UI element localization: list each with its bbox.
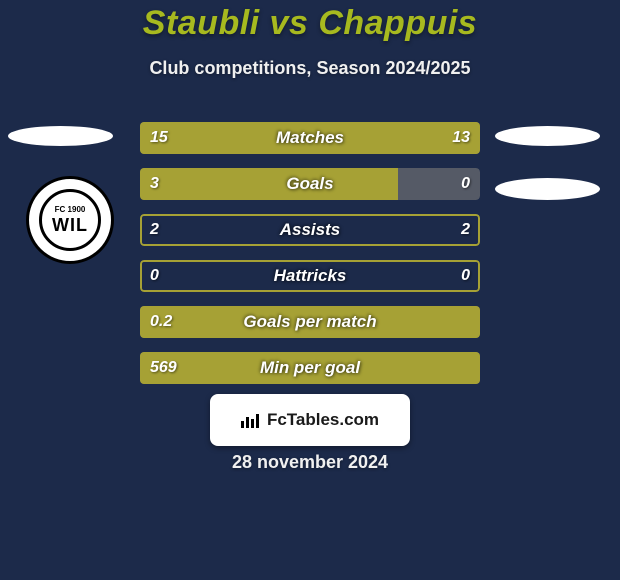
stat-value-right: 0 <box>461 260 470 292</box>
stat-value-left: 2 <box>150 214 159 246</box>
stat-row-left-fill <box>140 168 398 200</box>
comparison-bars: 1513Matches30Goals22Assists00Hattricks0.… <box>140 122 480 398</box>
stat-value-left: 569 <box>150 352 177 384</box>
stat-row-track <box>140 214 480 246</box>
stat-value-left: 0 <box>150 260 159 292</box>
stat-value-left: 15 <box>150 122 168 154</box>
player-left-club-logo: FC 1900 WIL <box>26 176 114 264</box>
stat-row: 22Assists <box>140 214 480 246</box>
player-right-badge-ellipse-2 <box>495 178 600 200</box>
stat-value-right: 0 <box>461 168 470 200</box>
stat-row-track <box>140 260 480 292</box>
player-left-badge-ellipse <box>8 126 113 146</box>
stat-row-left-fill <box>140 352 480 384</box>
player-right-badge-ellipse-1 <box>495 126 600 146</box>
page-title: Staubli vs Chappuis <box>0 4 620 43</box>
stat-value-left: 0.2 <box>150 306 172 338</box>
stat-row: 00Hattricks <box>140 260 480 292</box>
stat-row: 30Goals <box>140 168 480 200</box>
club-logo-text-main: WIL <box>52 216 88 234</box>
comparison-infographic: Staubli vs Chappuis Club competitions, S… <box>0 0 620 580</box>
footer-brand-text: FcTables.com <box>267 410 379 430</box>
stat-value-right: 2 <box>461 214 470 246</box>
page-subtitle: Club competitions, Season 2024/2025 <box>0 58 620 79</box>
stat-value-left: 3 <box>150 168 159 200</box>
stat-value-right: 13 <box>452 122 470 154</box>
stat-row: 1513Matches <box>140 122 480 154</box>
stat-row-left-fill <box>140 306 480 338</box>
club-logo-inner: FC 1900 WIL <box>39 189 101 251</box>
club-logo-text-top: FC 1900 <box>55 206 86 214</box>
chart-icon <box>241 412 261 428</box>
stat-row: 0.2Goals per match <box>140 306 480 338</box>
stat-row: 569Min per goal <box>140 352 480 384</box>
footer-brand-badge: FcTables.com <box>210 394 410 446</box>
infographic-date: 28 november 2024 <box>0 452 620 473</box>
